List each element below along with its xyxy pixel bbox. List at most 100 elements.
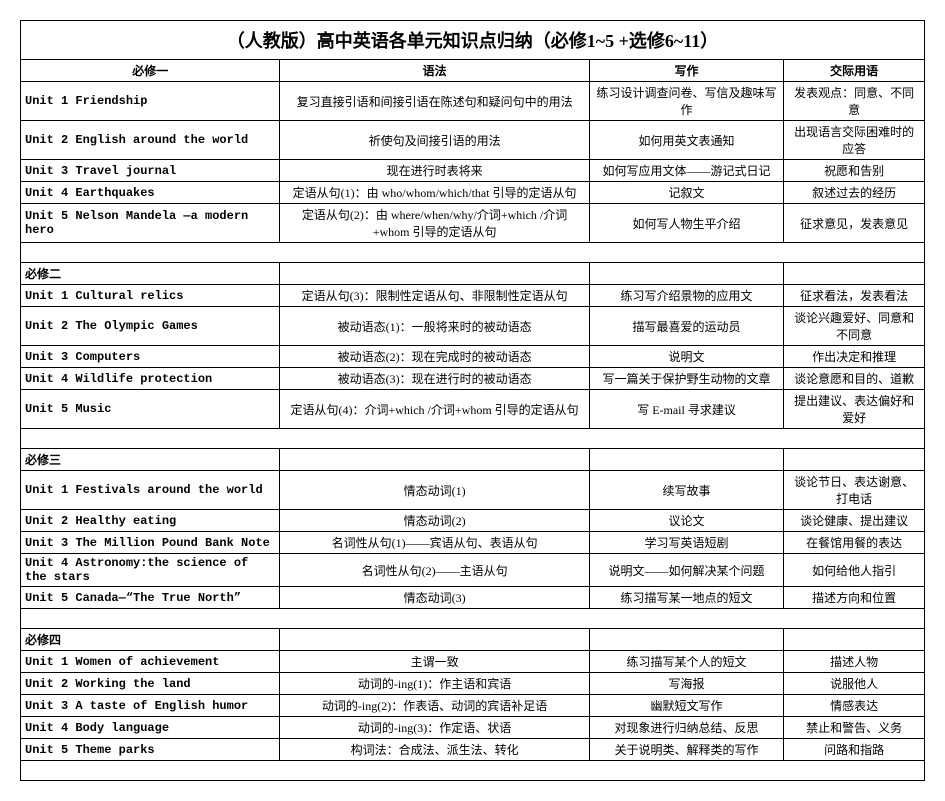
section-spacer: [21, 243, 924, 263]
comm-cell: 问路和指路: [784, 739, 924, 760]
empty-cell: [784, 263, 924, 284]
writing-cell: 练习写介绍景物的应用文: [590, 285, 785, 306]
grammar-cell: 被动语态(2)：现在完成时的被动语态: [280, 346, 589, 367]
unit-cell: Unit 4 Body language: [21, 717, 280, 738]
table-row: Unit 2 English around the world 祈使句及间接引语…: [21, 121, 924, 160]
unit-cell: Unit 3 Computers: [21, 346, 280, 367]
comm-cell: 谈论健康、提出建议: [784, 510, 924, 531]
comm-cell: 作出决定和推理: [784, 346, 924, 367]
table-row: Unit 4 Astronomy:the science of the star…: [21, 554, 924, 587]
unit-cell: Unit 5 Music: [21, 390, 280, 428]
section-name: 必修三: [21, 449, 280, 470]
comm-cell: 谈论节日、表达谢意、打电话: [784, 471, 924, 509]
writing-cell: 记叙文: [590, 182, 785, 203]
unit-cell: Unit 5 Theme parks: [21, 739, 280, 760]
table-row: Unit 3 Computers 被动语态(2)：现在完成时的被动语态 说明文 …: [21, 346, 924, 368]
grammar-cell: 现在进行时表将来: [280, 160, 589, 181]
comm-cell: 描述方向和位置: [784, 587, 924, 608]
grammar-cell: 名词性从句(2)——主语从句: [280, 554, 589, 586]
comm-cell: 征求看法，发表看法: [784, 285, 924, 306]
comm-cell: 谈论意愿和目的、道歉: [784, 368, 924, 389]
grammar-cell: 定语从句(2)：由 where/when/why/介词+which /介词+wh…: [280, 204, 589, 242]
unit-cell: Unit 5 Nelson Mandela —a modern hero: [21, 204, 280, 242]
empty-cell: [590, 629, 785, 650]
writing-cell: 如何用英文表通知: [590, 121, 785, 159]
col-header-writing: 写作: [590, 60, 785, 81]
col-header-grammar: 语法: [280, 60, 589, 81]
grammar-cell: 复习直接引语和间接引语在陈述句和疑问句中的用法: [280, 82, 589, 120]
table-row: Unit 4 Body language 动词的-ing(3)：作定语、状语 对…: [21, 717, 924, 739]
grammar-cell: 动词的-ing(1)：作主语和宾语: [280, 673, 589, 694]
table-row: Unit 5 Canada—“The True North” 情态动词(3) 练…: [21, 587, 924, 609]
table-row: Unit 2 The Olympic Games 被动语态(1)：一般将来时的被…: [21, 307, 924, 346]
writing-cell: 写海报: [590, 673, 785, 694]
writing-cell: 写 E-mail 寻求建议: [590, 390, 785, 428]
writing-cell: 说明文: [590, 346, 785, 367]
grammar-cell: 定语从句(4)：介词+which /介词+whom 引导的定语从句: [280, 390, 589, 428]
writing-cell: 练习设计调查问卷、写信及趣味写作: [590, 82, 785, 120]
table-row: Unit 5 Theme parks 构词法：合成法、派生法、转化 关于说明类、…: [21, 739, 924, 761]
writing-cell: 议论文: [590, 510, 785, 531]
comm-cell: 征求意见，发表意见: [784, 204, 924, 242]
grammar-cell: 情态动词(1): [280, 471, 589, 509]
writing-cell: 说明文——如何解决某个问题: [590, 554, 785, 586]
writing-cell: 写一篇关于保护野生动物的文章: [590, 368, 785, 389]
unit-cell: Unit 2 English around the world: [21, 121, 280, 159]
unit-cell: Unit 4 Wildlife protection: [21, 368, 280, 389]
grammar-cell: 定语从句(3)：限制性定语从句、非限制性定语从句: [280, 285, 589, 306]
comm-cell: 谈论兴趣爱好、同意和不同意: [784, 307, 924, 345]
section-spacer: [21, 761, 924, 781]
table-row: Unit 1 Cultural relics 定语从句(3)：限制性定语从句、非…: [21, 285, 924, 307]
empty-cell: [590, 263, 785, 284]
empty-cell: [590, 449, 785, 470]
comm-cell: 在餐馆用餐的表达: [784, 532, 924, 553]
empty-cell: [784, 449, 924, 470]
comm-cell: 出现语言交际困难时的应答: [784, 121, 924, 159]
table-row: Unit 3 The Million Pound Bank Note 名词性从句…: [21, 532, 924, 554]
grammar-cell: 动词的-ing(2)：作表语、动词的宾语补足语: [280, 695, 589, 716]
table-row: Unit 4 Earthquakes 定语从句(1)：由 who/whom/wh…: [21, 182, 924, 204]
grammar-cell: 情态动词(3): [280, 587, 589, 608]
comm-cell: 如何给他人指引: [784, 554, 924, 586]
writing-cell: 描写最喜爱的运动员: [590, 307, 785, 345]
comm-cell: 说服他人: [784, 673, 924, 694]
grammar-cell: 动词的-ing(3)：作定语、状语: [280, 717, 589, 738]
table-row: Unit 1 Friendship 复习直接引语和间接引语在陈述句和疑问句中的用…: [21, 82, 924, 121]
comm-cell: 禁止和警告、义务: [784, 717, 924, 738]
grammar-cell: 定语从句(1)：由 who/whom/which/that 引导的定语从句: [280, 182, 589, 203]
grammar-cell: 情态动词(2): [280, 510, 589, 531]
table-row: Unit 3 Travel journal 现在进行时表将来 如何写应用文体——…: [21, 160, 924, 182]
section-spacer: [21, 429, 924, 449]
grammar-cell: 被动语态(3)：现在进行时的被动语态: [280, 368, 589, 389]
table-row: Unit 5 Music 定语从句(4)：介词+which /介词+whom 引…: [21, 390, 924, 429]
unit-cell: Unit 3 Travel journal: [21, 160, 280, 181]
col-header-comm: 交际用语: [784, 60, 924, 81]
grammar-cell: 构词法：合成法、派生法、转化: [280, 739, 589, 760]
unit-cell: Unit 2 Healthy eating: [21, 510, 280, 531]
unit-cell: Unit 5 Canada—“The True North”: [21, 587, 280, 608]
section-header: 必修二: [21, 263, 924, 285]
section-spacer: [21, 609, 924, 629]
page-title: （人教版）高中英语各单元知识点归纳（必修1~5 +选修6~11）: [21, 21, 924, 60]
table-row: Unit 2 Healthy eating 情态动词(2) 议论文 谈论健康、提…: [21, 510, 924, 532]
table-row: Unit 4 Wildlife protection 被动语态(3)：现在进行时…: [21, 368, 924, 390]
comm-cell: 叙述过去的经历: [784, 182, 924, 203]
unit-cell: Unit 3 A taste of English humor: [21, 695, 280, 716]
table-row: Unit 3 A taste of English humor 动词的-ing(…: [21, 695, 924, 717]
grammar-cell: 祈使句及间接引语的用法: [280, 121, 589, 159]
writing-cell: 练习描写某一地点的短文: [590, 587, 785, 608]
empty-cell: [280, 629, 589, 650]
unit-cell: Unit 3 The Million Pound Bank Note: [21, 532, 280, 553]
col-header-unit: 必修一: [21, 60, 280, 81]
comm-cell: 提出建议、表达偏好和爱好: [784, 390, 924, 428]
unit-cell: Unit 2 The Olympic Games: [21, 307, 280, 345]
comm-cell: 发表观点：同意、不同意: [784, 82, 924, 120]
table-row: Unit 5 Nelson Mandela —a modern hero 定语从…: [21, 204, 924, 243]
table-row: Unit 1 Festivals around the world 情态动词(1…: [21, 471, 924, 510]
section-header: 必修四: [21, 629, 924, 651]
empty-cell: [784, 629, 924, 650]
empty-cell: [280, 263, 589, 284]
table-row: Unit 1 Women of achievement 主谓一致 练习描写某个人…: [21, 651, 924, 673]
writing-cell: 如何写应用文体——游记式日记: [590, 160, 785, 181]
header-row: 必修一 语法 写作 交际用语: [21, 60, 924, 82]
